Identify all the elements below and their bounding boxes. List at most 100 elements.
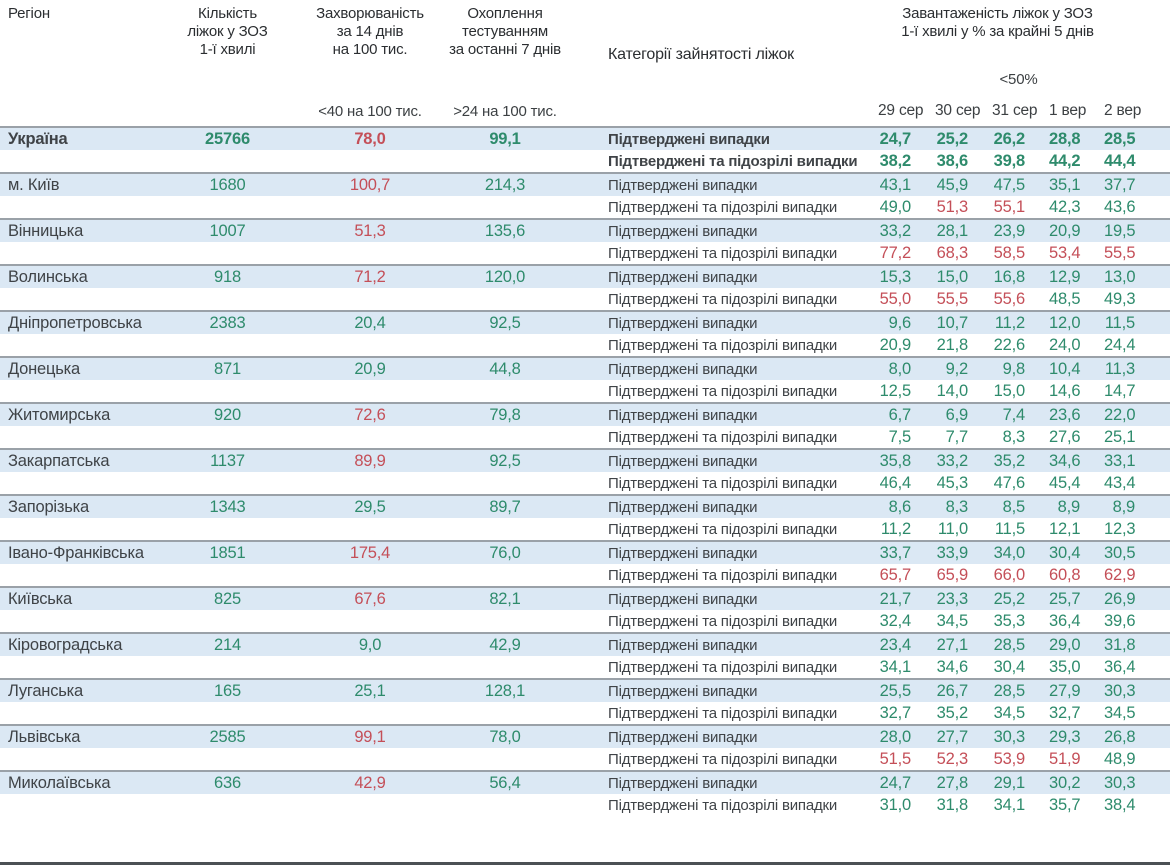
- testing-value: 82,1: [489, 589, 521, 608]
- load-value: 8,3: [945, 497, 969, 516]
- load-value: 26,7: [936, 681, 969, 700]
- load-value: 21,8: [936, 335, 969, 354]
- load-value: 35,1: [1049, 175, 1081, 194]
- load-value: 37,7: [1104, 175, 1136, 194]
- load-value: 44,4: [1104, 151, 1136, 170]
- load-value: 9,6: [888, 313, 912, 332]
- row-confirmed-suspected: Підтверджені та підозрілі випадки 11,2 11,…: [0, 518, 1170, 540]
- load-value: 10,7: [936, 313, 969, 332]
- region-block: Житомирська 920 72,6 79,8 Підтверджені випад…: [0, 402, 1170, 448]
- testing-value: 214,3: [484, 175, 526, 194]
- testing-value: 44,8: [489, 359, 521, 378]
- load-value: 43,6: [1104, 197, 1136, 216]
- row-confirmed-suspected: Підтверджені та підозрілі випадки 49,0 51,…: [0, 196, 1170, 218]
- load-value: 47,6: [993, 473, 1026, 492]
- load-value: 38,6: [936, 151, 969, 170]
- region-name: Волинська: [8, 267, 88, 286]
- category-label-confirmed-suspected: Підтверджені та підозрілі випадки: [608, 566, 838, 584]
- row-confirmed: Львівська 2585 99,1 78,0 Підтверджені випадк…: [0, 726, 1170, 748]
- load-value: 12,5: [879, 381, 912, 400]
- load-value: 8,5: [1002, 497, 1026, 516]
- load-value: 32,4: [879, 611, 912, 630]
- load-value: 39,8: [993, 151, 1026, 170]
- load-value: 44,2: [1049, 151, 1081, 170]
- load-value: 10,4: [1049, 359, 1081, 378]
- category-label-confirmed-suspected: Підтверджені та підозрілі випадки: [608, 658, 838, 676]
- load-value: 34,1: [993, 795, 1026, 814]
- region-block: Миколаївська 636 42,9 56,4 Підтверджені випа…: [0, 770, 1170, 816]
- load-value: 48,5: [1049, 289, 1081, 308]
- row-confirmed-suspected: Підтверджені та підозрілі випадки 31,0 31,…: [0, 794, 1170, 816]
- region-name: Київська: [8, 589, 72, 608]
- col-header-testing: Охоплення тестуванням за останні 7 днів: [449, 5, 561, 58]
- category-label-confirmed: Підтверджені випадки: [608, 268, 758, 286]
- load-value: 15,3: [879, 267, 912, 286]
- date-header: 29 сер: [878, 102, 924, 119]
- load-value: 38,4: [1104, 795, 1136, 814]
- beds-value: 918: [214, 267, 241, 286]
- load-value: 11,5: [994, 519, 1025, 538]
- load-value: 60,8: [1049, 565, 1081, 584]
- load-value: 30,4: [1049, 543, 1081, 562]
- incidence-value: 67,6: [354, 589, 386, 608]
- load-value: 31,8: [936, 795, 969, 814]
- load-value: 29,1: [993, 773, 1026, 792]
- load-value: 28,5: [993, 681, 1026, 700]
- region-block: Вінницька 1007 51,3 135,6 Підтверджені випад…: [0, 218, 1170, 264]
- testing-value: 92,5: [489, 313, 521, 332]
- load-value: 30,4: [993, 657, 1026, 676]
- region-name: Львівська: [8, 727, 81, 746]
- load-value: 8,9: [1057, 497, 1081, 516]
- load-value: 51,3: [936, 197, 969, 216]
- load-value: 42,3: [1049, 197, 1081, 216]
- region-block: Закарпатська 1137 89,9 92,5 Підтверджені вип…: [0, 448, 1170, 494]
- category-label-confirmed: Підтверджені випадки: [608, 544, 758, 562]
- load-value: 11,5: [1104, 313, 1135, 332]
- row-confirmed: Київська 825 67,6 82,1 Підтверджені випадки 2…: [0, 588, 1170, 610]
- region-block: Івано-Франківська 1851 175,4 76,0 Підтвердже…: [0, 540, 1170, 586]
- incidence-value: 89,9: [354, 451, 386, 470]
- subheader-row: <40 на 100 тис. >24 на 100 тис. 29 сер 3…: [0, 100, 1159, 122]
- beds-value: 920: [214, 405, 241, 424]
- beds-value: 1851: [209, 543, 246, 562]
- load-value: 47,5: [993, 175, 1026, 194]
- beds-value: 1343: [209, 497, 246, 516]
- threshold-load: <50%: [999, 71, 1038, 88]
- load-value: 11,2: [994, 313, 1025, 332]
- incidence-value: 51,3: [354, 221, 386, 240]
- col-header-category: Категорії зайнятості ліжок: [608, 46, 794, 63]
- row-confirmed: Волинська 918 71,2 120,0 Підтверджені випадк…: [0, 266, 1170, 288]
- load-value: 24,4: [1104, 335, 1136, 354]
- table-body: Україна 25766 78,0 99,1 Підтверджені випадки…: [0, 128, 1170, 816]
- category-label-confirmed-suspected: Підтверджені та підозрілі випадки: [608, 520, 838, 538]
- beds-value: 825: [214, 589, 241, 608]
- load-value: 12,3: [1104, 519, 1136, 538]
- load-value: 31,0: [879, 795, 912, 814]
- category-label-confirmed: Підтверджені випадки: [608, 590, 758, 608]
- region-block: Київська 825 67,6 82,1 Підтверджені випадки 2…: [0, 586, 1170, 632]
- category-label-confirmed: Підтверджені випадки: [608, 314, 758, 332]
- beds-value: 871: [214, 359, 241, 378]
- load-value: 62,9: [1104, 565, 1136, 584]
- load-value: 23,9: [993, 221, 1026, 240]
- load-value: 55,1: [993, 197, 1026, 216]
- load-value: 9,8: [1002, 359, 1026, 378]
- category-label-confirmed-suspected: Підтверджені та підозрілі випадки: [608, 290, 838, 308]
- incidence-value: 72,6: [354, 405, 386, 424]
- load-value: 11,3: [1104, 359, 1135, 378]
- load-value: 31,8: [1104, 635, 1136, 654]
- row-confirmed-suspected: Підтверджені та підозрілі випадки 32,7 35,…: [0, 702, 1170, 724]
- load-value: 43,4: [1104, 473, 1136, 492]
- beds-value: 214: [214, 635, 241, 654]
- load-value: 55,0: [879, 289, 912, 308]
- col-header-load: Завантаженість ліжок у ЗОЗ 1-ї хвилі у %…: [901, 5, 1094, 40]
- load-value: 34,6: [936, 657, 969, 676]
- load-value: 7,5: [888, 427, 912, 446]
- testing-value: 56,4: [489, 773, 521, 792]
- load-value: 27,9: [1049, 681, 1081, 700]
- load-value: 48,9: [1104, 749, 1136, 768]
- load-value: 45,3: [936, 473, 969, 492]
- testing-value: 42,9: [489, 635, 521, 654]
- load-value: 7,4: [1002, 405, 1026, 424]
- row-confirmed-suspected: Підтверджені та підозрілі випадки 51,5 52,…: [0, 748, 1170, 770]
